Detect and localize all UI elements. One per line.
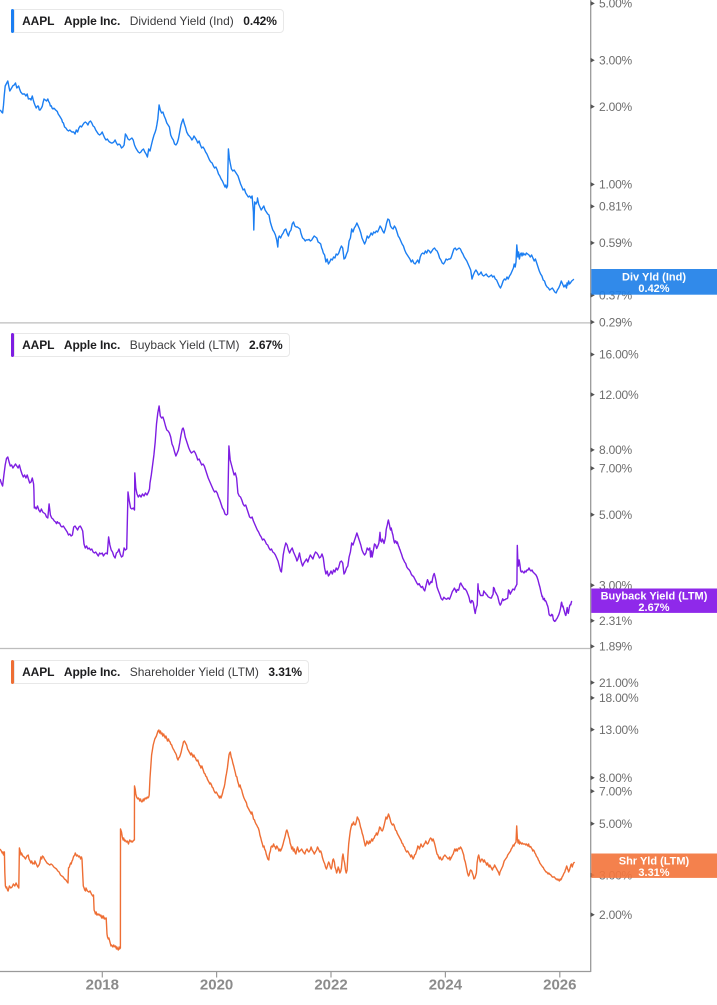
svg-text:2024: 2024 bbox=[429, 977, 463, 994]
svg-text:2020: 2020 bbox=[200, 977, 233, 994]
svg-text:2022: 2022 bbox=[314, 977, 347, 994]
svg-text:0.29%: 0.29% bbox=[599, 315, 633, 329]
svg-text:16.00%: 16.00% bbox=[599, 348, 639, 362]
svg-text:2.67%: 2.67% bbox=[638, 602, 669, 614]
svg-text:7.00%: 7.00% bbox=[599, 784, 633, 798]
svg-text:Shr Yld (LTM): Shr Yld (LTM) bbox=[619, 856, 690, 868]
svg-text:1.89%: 1.89% bbox=[599, 640, 633, 654]
svg-text:2.31%: 2.31% bbox=[599, 614, 633, 628]
svg-text:21.00%: 21.00% bbox=[599, 676, 639, 690]
svg-text:1.00%: 1.00% bbox=[599, 178, 633, 192]
svg-text:7.00%: 7.00% bbox=[599, 462, 633, 476]
svg-text:2026: 2026 bbox=[543, 977, 576, 994]
svg-text:8.00%: 8.00% bbox=[599, 443, 633, 457]
svg-text:5.00%: 5.00% bbox=[599, 0, 633, 11]
svg-text:0.42%: 0.42% bbox=[638, 283, 669, 295]
svg-text:5.00%: 5.00% bbox=[599, 508, 633, 522]
svg-text:Div Yld (Ind): Div Yld (Ind) bbox=[622, 272, 686, 284]
svg-text:3.31%: 3.31% bbox=[638, 867, 669, 879]
svg-text:8.00%: 8.00% bbox=[599, 771, 633, 785]
svg-text:18.00%: 18.00% bbox=[599, 691, 639, 705]
svg-text:2.00%: 2.00% bbox=[599, 100, 633, 114]
svg-text:2.00%: 2.00% bbox=[599, 908, 633, 922]
svg-text:0.59%: 0.59% bbox=[599, 236, 633, 250]
svg-text:2018: 2018 bbox=[86, 977, 119, 994]
svg-text:3.00%: 3.00% bbox=[599, 53, 633, 67]
svg-text:5.00%: 5.00% bbox=[599, 817, 633, 831]
svg-text:13.00%: 13.00% bbox=[599, 723, 639, 737]
svg-text:Buyback Yield (LTM): Buyback Yield (LTM) bbox=[601, 591, 708, 603]
svg-text:0.81%: 0.81% bbox=[599, 200, 633, 214]
svg-text:12.00%: 12.00% bbox=[599, 388, 639, 402]
